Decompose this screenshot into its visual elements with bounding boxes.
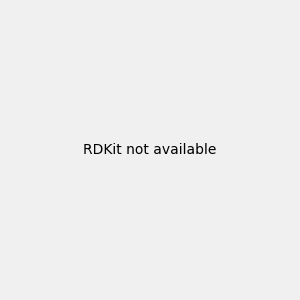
Text: RDKit not available: RDKit not available [83, 143, 217, 157]
